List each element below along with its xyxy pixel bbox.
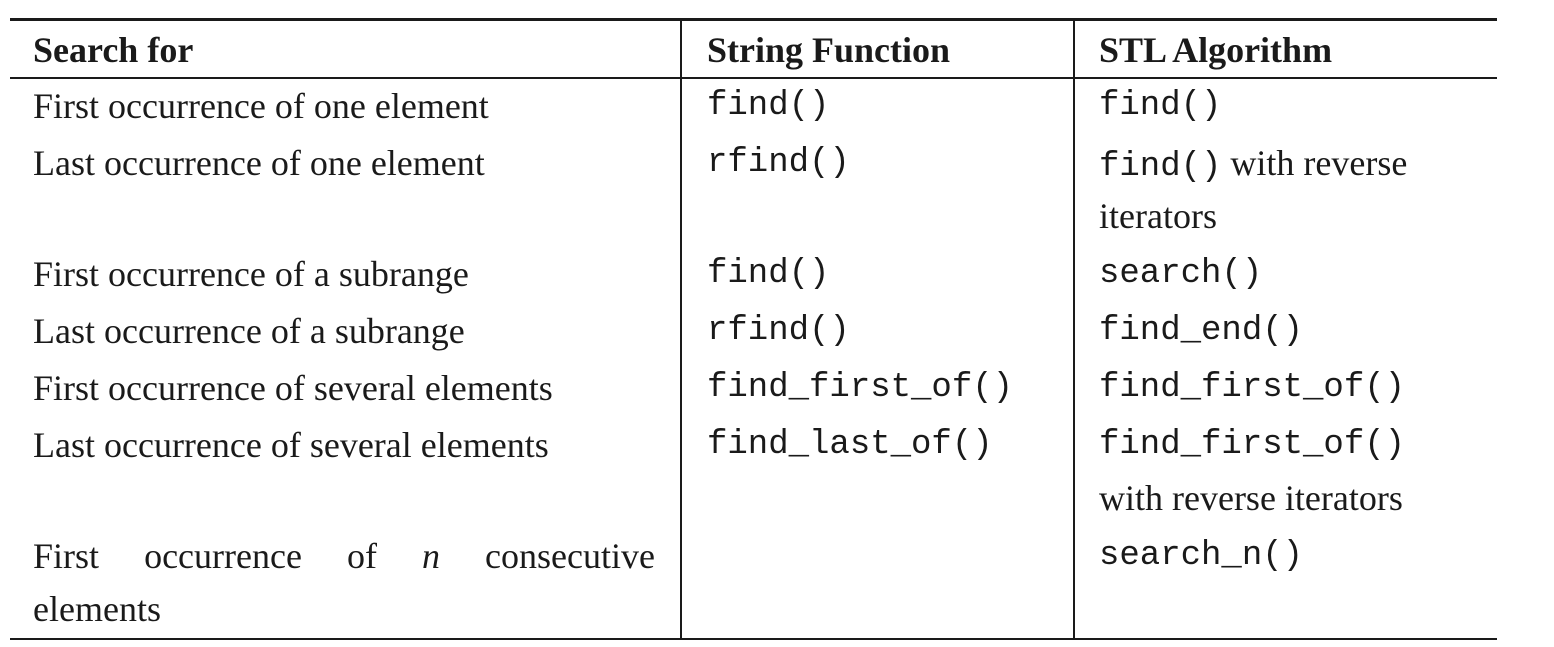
table-cell-stl-algorithm: search() [1099, 255, 1263, 293]
table-cell-stl-algorithm-line2: iterators [1099, 196, 1217, 236]
table-cell-string-function: find_first_of() [707, 369, 1014, 407]
table-cell-stl-algorithm: find() [1099, 87, 1222, 125]
search-functions-table: Search for String Function STL Algorithm… [10, 18, 1497, 640]
word: consecutive [485, 536, 655, 576]
header-string-function: String Function [707, 30, 951, 70]
table-cell-string-function: find() [707, 87, 830, 125]
table-cell-stl-algorithm: find_first_of() [1099, 426, 1406, 464]
table-cell-search-for: First occurrence of a subrange [33, 254, 469, 294]
word-variable-n: n [422, 536, 440, 576]
table-cell-search-for: First occurrence of one element [33, 86, 489, 126]
word: of [346, 536, 377, 576]
word: occurrence [144, 536, 302, 576]
header-stl-algorithm: STL Algorithm [1099, 30, 1333, 70]
table-cell-search-for: Last occurrence of several elements [33, 425, 549, 465]
table-cell-search-for: First occurrence of several elements [33, 368, 553, 408]
table-cell-stl-algorithm: find_first_of() [1099, 369, 1406, 407]
table-cell-string-function: find_last_of() [707, 426, 993, 464]
table-cell-stl-algorithm-line2: with reverse iterators [1099, 478, 1403, 518]
table-cell-string-function: rfind() [707, 144, 850, 182]
table-cell-string-function: rfind() [707, 312, 850, 350]
header-search-for: Search for [33, 30, 194, 70]
stl-text: with reverse [1221, 143, 1408, 183]
table-cell-stl-algorithm: search_n() [1099, 537, 1304, 575]
column-divider [680, 21, 682, 638]
table-cell-stl-algorithm: find_end() [1099, 312, 1304, 350]
column-divider [1073, 21, 1075, 638]
table-cell-stl-algorithm: find() with reverse [1099, 136, 1407, 195]
table-cell-search-for: Last occurrence of one element [33, 143, 485, 183]
stl-code: find() [1099, 148, 1222, 186]
header-rule [10, 77, 1497, 79]
table-cell-search-for: First occurrence of n consecutive [33, 529, 655, 584]
table-cell-search-for-line2: elements [33, 589, 161, 629]
table-cell-string-function: find() [707, 255, 830, 293]
word: First [33, 536, 100, 576]
table-cell-search-for: Last occurrence of a subrange [33, 311, 465, 351]
